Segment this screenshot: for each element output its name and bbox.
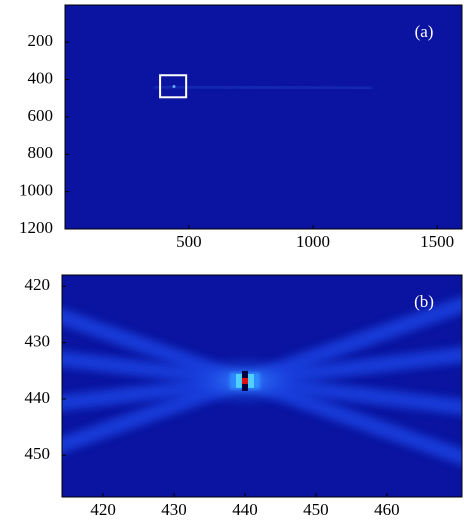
x-tick-label: 500 bbox=[176, 232, 202, 251]
y-tick-label: 450 bbox=[25, 444, 51, 463]
x-tick-label: 420 bbox=[90, 500, 116, 519]
y-tick-label: 600 bbox=[28, 106, 54, 125]
heatmap-streak bbox=[153, 84, 373, 90]
x-tick-label: 430 bbox=[161, 500, 187, 519]
y-tick-label: 1000 bbox=[19, 181, 53, 200]
y-tick-label: 420 bbox=[25, 275, 51, 294]
y-tick-label: 200 bbox=[28, 31, 54, 50]
panel-label: (a) bbox=[415, 22, 434, 41]
heatmap-features bbox=[62, 296, 462, 466]
heatmap-background bbox=[65, 5, 462, 229]
x-tick-label: 440 bbox=[232, 500, 258, 519]
heatmap-peak bbox=[241, 377, 248, 384]
heatmap-peak bbox=[172, 84, 176, 88]
y-tick-label: 430 bbox=[25, 332, 51, 351]
highlight-box bbox=[159, 74, 188, 99]
y-tick-label: 1200 bbox=[19, 218, 53, 237]
panel-label: (b) bbox=[414, 292, 434, 311]
plot-frame bbox=[61, 274, 463, 498]
y-tick-label: 440 bbox=[25, 388, 51, 407]
x-tick-label: 1500 bbox=[420, 232, 454, 251]
y-tick-label: 800 bbox=[28, 143, 54, 162]
x-tick-label: 460 bbox=[374, 500, 400, 519]
x-tick-label: 1000 bbox=[296, 232, 330, 251]
y-tick-label: 400 bbox=[28, 68, 54, 87]
x-tick-label: 450 bbox=[303, 500, 329, 519]
